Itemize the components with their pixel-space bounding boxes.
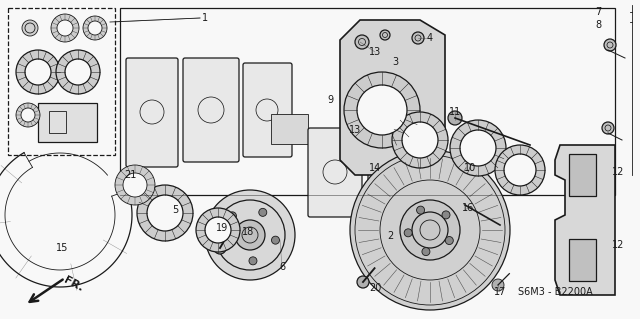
Circle shape bbox=[205, 190, 295, 280]
Circle shape bbox=[51, 14, 79, 42]
Bar bbox=[8, 8, 115, 155]
Circle shape bbox=[357, 276, 369, 288]
Circle shape bbox=[604, 39, 616, 51]
Text: 4: 4 bbox=[427, 33, 433, 43]
Circle shape bbox=[445, 237, 453, 245]
Circle shape bbox=[137, 185, 193, 241]
Text: S6M3 - B2200A: S6M3 - B2200A bbox=[518, 287, 593, 297]
Text: 17: 17 bbox=[494, 287, 506, 297]
Circle shape bbox=[88, 21, 102, 35]
Circle shape bbox=[115, 165, 155, 205]
Circle shape bbox=[21, 108, 35, 122]
Bar bbox=[120, 8, 615, 195]
Circle shape bbox=[16, 50, 60, 94]
Text: 6: 6 bbox=[279, 262, 285, 272]
FancyBboxPatch shape bbox=[183, 58, 239, 162]
FancyBboxPatch shape bbox=[569, 154, 596, 196]
Circle shape bbox=[222, 242, 230, 250]
Circle shape bbox=[460, 130, 496, 166]
Circle shape bbox=[400, 200, 460, 260]
FancyBboxPatch shape bbox=[126, 58, 178, 167]
Circle shape bbox=[355, 35, 369, 49]
Circle shape bbox=[271, 236, 280, 244]
Text: 21: 21 bbox=[124, 170, 136, 180]
Circle shape bbox=[25, 59, 51, 85]
FancyBboxPatch shape bbox=[243, 63, 292, 157]
FancyBboxPatch shape bbox=[569, 239, 596, 281]
Circle shape bbox=[450, 120, 506, 176]
Text: 14: 14 bbox=[369, 163, 381, 173]
Circle shape bbox=[412, 32, 424, 44]
Circle shape bbox=[417, 206, 424, 214]
Text: 20: 20 bbox=[369, 283, 381, 293]
Circle shape bbox=[57, 20, 73, 36]
FancyBboxPatch shape bbox=[271, 114, 308, 144]
Text: 3: 3 bbox=[392, 57, 398, 67]
Text: 5: 5 bbox=[172, 205, 178, 215]
Circle shape bbox=[392, 112, 448, 168]
Circle shape bbox=[22, 20, 38, 36]
Circle shape bbox=[196, 208, 240, 252]
Text: 19: 19 bbox=[216, 223, 228, 233]
Circle shape bbox=[442, 211, 450, 219]
Circle shape bbox=[344, 72, 420, 148]
Text: 13: 13 bbox=[369, 47, 381, 57]
Circle shape bbox=[459, 199, 471, 211]
Circle shape bbox=[492, 279, 504, 291]
FancyBboxPatch shape bbox=[368, 138, 424, 222]
Text: 1: 1 bbox=[202, 13, 208, 23]
Circle shape bbox=[56, 50, 100, 94]
Polygon shape bbox=[340, 20, 445, 175]
Text: 11: 11 bbox=[449, 107, 461, 117]
Circle shape bbox=[380, 30, 390, 40]
Text: FR.: FR. bbox=[62, 275, 84, 293]
Circle shape bbox=[249, 257, 257, 265]
Text: 10: 10 bbox=[464, 163, 476, 173]
Circle shape bbox=[16, 103, 40, 127]
Text: 16: 16 bbox=[462, 203, 474, 213]
FancyBboxPatch shape bbox=[38, 103, 97, 142]
Circle shape bbox=[402, 122, 438, 158]
Text: 12: 12 bbox=[612, 167, 624, 177]
Circle shape bbox=[228, 212, 236, 220]
FancyBboxPatch shape bbox=[308, 128, 362, 217]
Circle shape bbox=[147, 195, 183, 231]
Circle shape bbox=[214, 242, 226, 254]
Circle shape bbox=[259, 208, 267, 216]
Text: 8: 8 bbox=[595, 20, 601, 30]
Circle shape bbox=[495, 145, 545, 195]
Circle shape bbox=[65, 59, 91, 85]
Circle shape bbox=[205, 217, 231, 243]
Circle shape bbox=[422, 248, 430, 256]
Circle shape bbox=[404, 229, 412, 237]
Text: 18: 18 bbox=[242, 227, 254, 237]
Circle shape bbox=[602, 122, 614, 134]
Circle shape bbox=[235, 220, 265, 250]
Text: 9: 9 bbox=[327, 95, 333, 105]
Circle shape bbox=[83, 16, 107, 40]
Circle shape bbox=[357, 85, 407, 135]
Text: 12: 12 bbox=[612, 240, 624, 250]
Text: 7: 7 bbox=[595, 7, 601, 17]
Circle shape bbox=[504, 154, 536, 186]
Text: 2: 2 bbox=[387, 231, 393, 241]
Text: 15: 15 bbox=[56, 243, 68, 253]
Text: 13: 13 bbox=[349, 125, 361, 135]
Circle shape bbox=[123, 173, 147, 197]
Circle shape bbox=[448, 111, 462, 125]
Circle shape bbox=[350, 150, 510, 310]
Polygon shape bbox=[555, 145, 615, 295]
